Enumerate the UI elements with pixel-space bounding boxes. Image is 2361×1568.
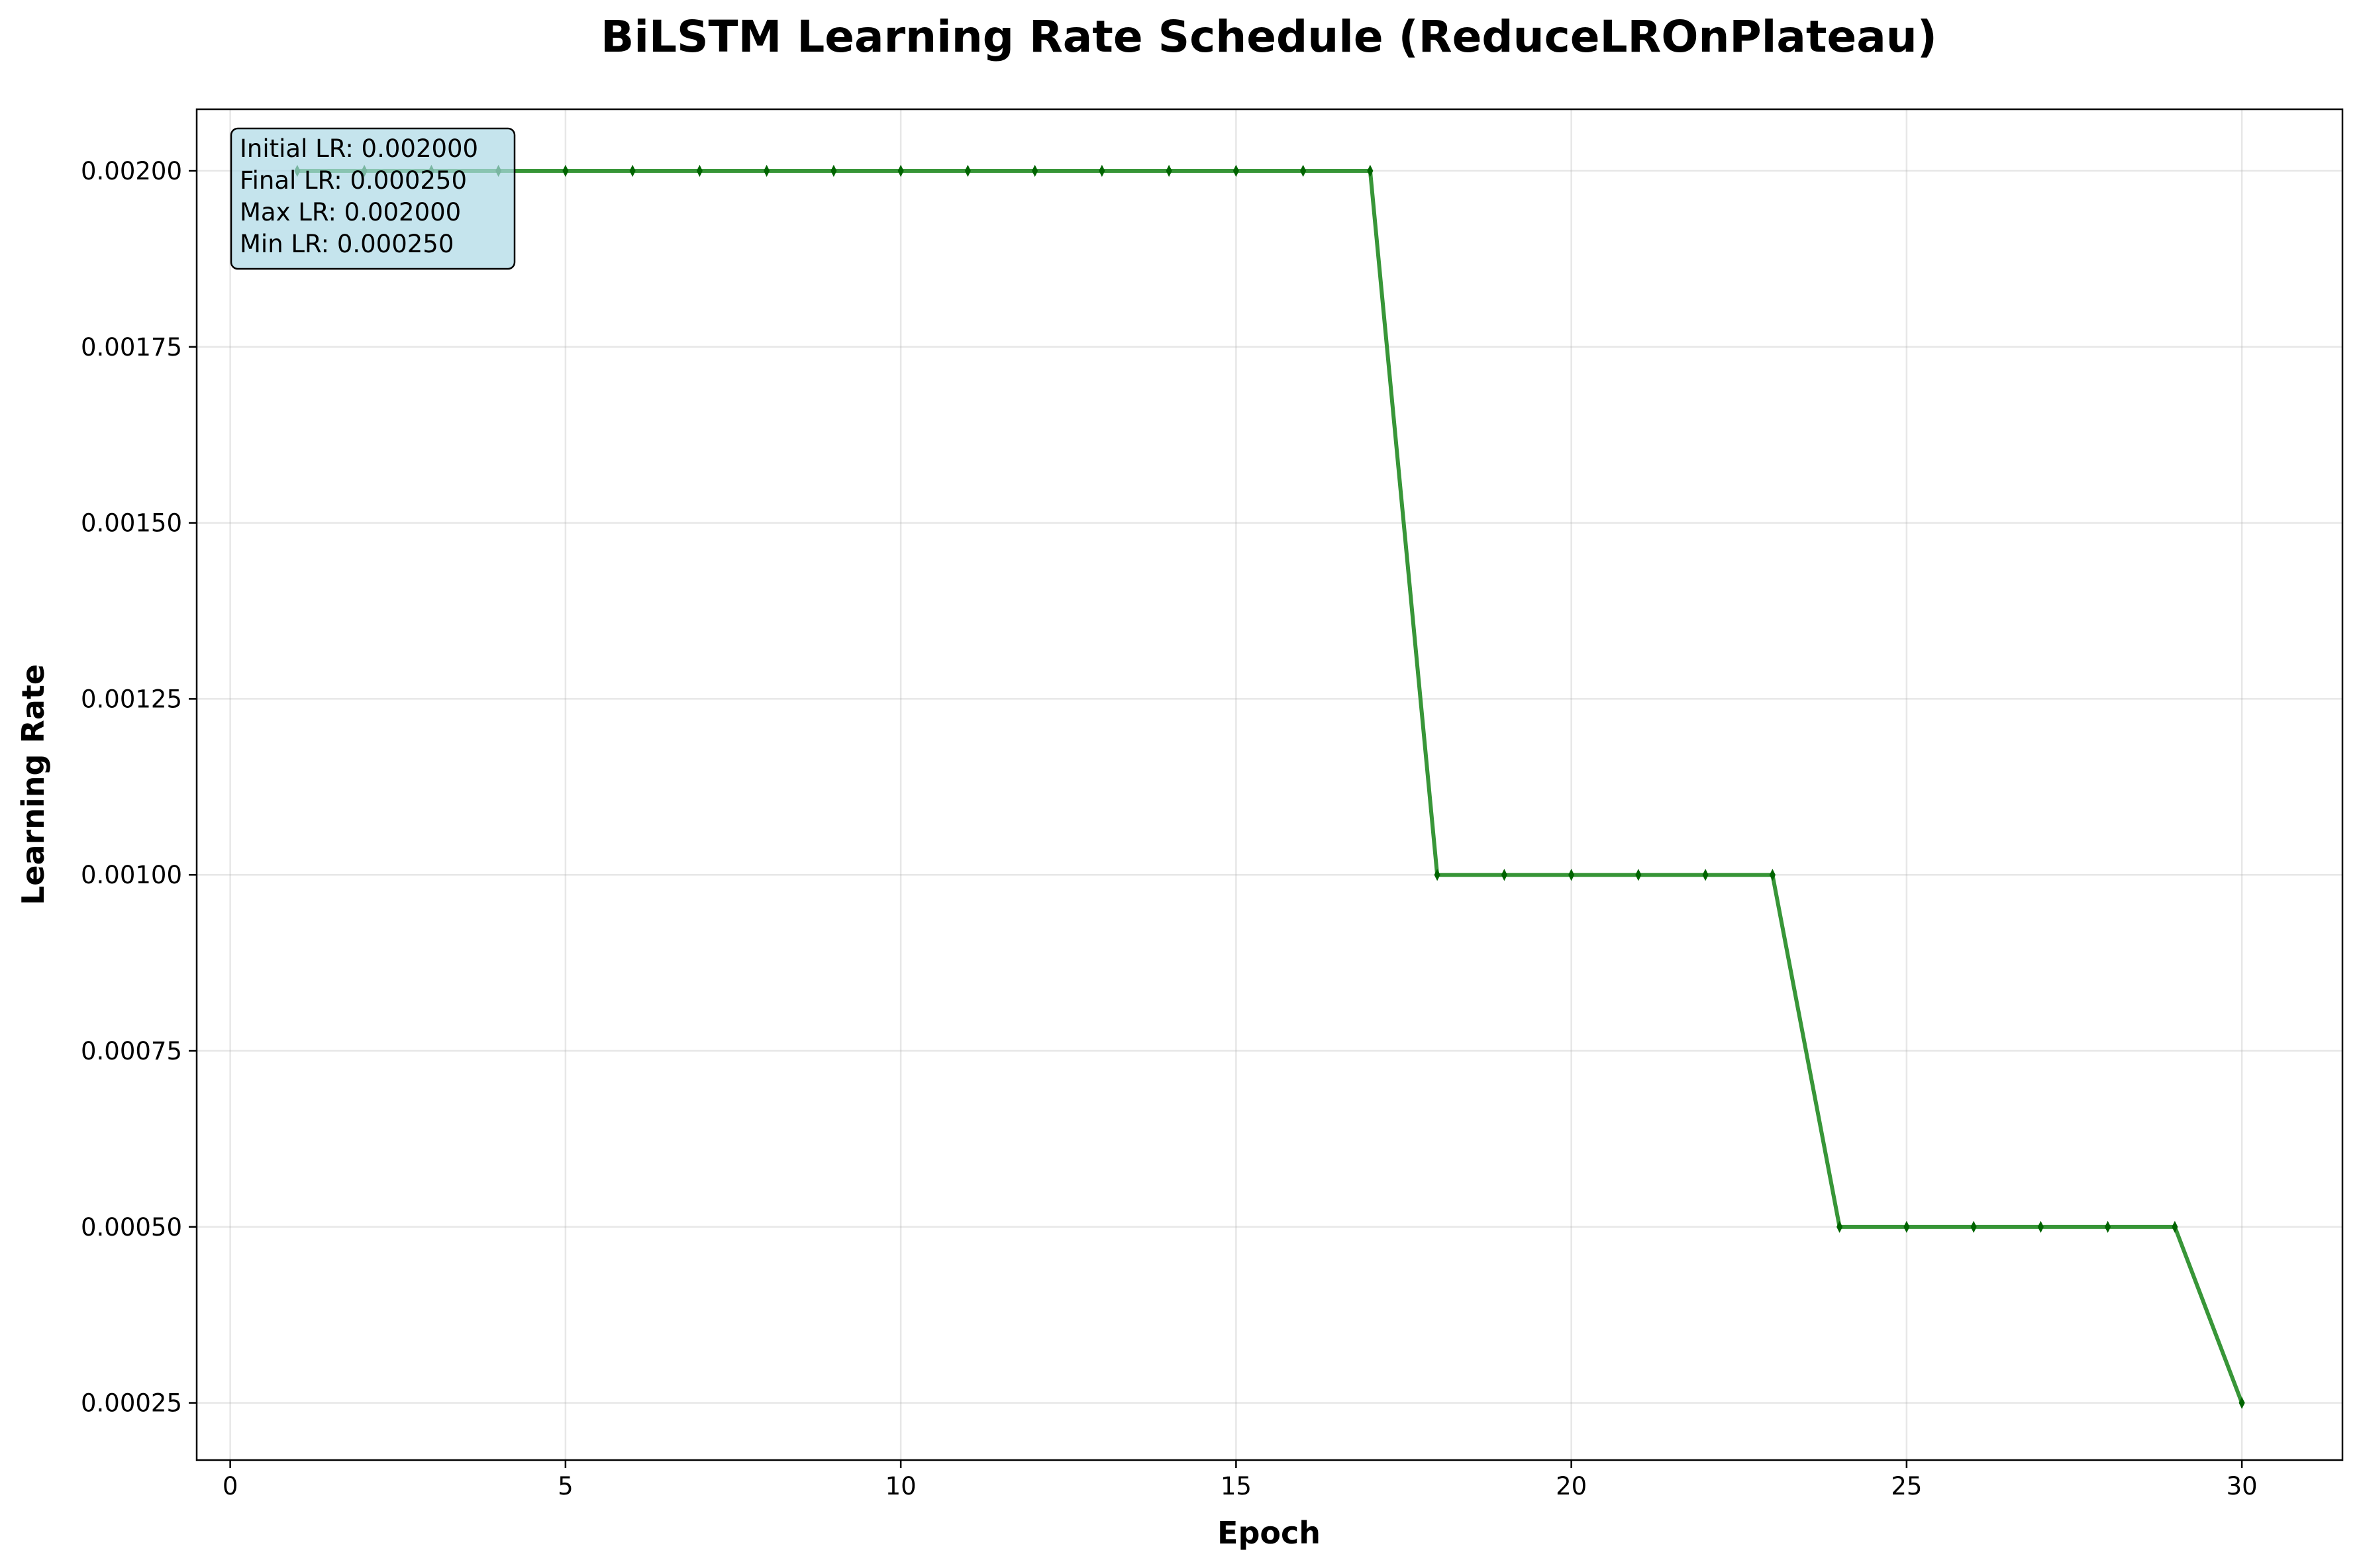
lr-data-point: [830, 164, 837, 177]
y-tick-label: 0.00150: [81, 509, 182, 538]
x-tick-label: 10: [885, 1472, 917, 1500]
lr-data-point: [2172, 1220, 2178, 1233]
lr-data-point: [696, 164, 703, 177]
lr-data-point: [1970, 1220, 1977, 1233]
lr-data-point: [1232, 164, 1239, 177]
lr-data-point: [1836, 1220, 1843, 1233]
lr-data-point: [1166, 164, 1172, 177]
stats-box-background: [230, 127, 516, 270]
y-tick-label: 0.00050: [81, 1213, 182, 1242]
lr-data-point: [764, 164, 770, 177]
lr-data-point: [2037, 1220, 2044, 1233]
stats-initial-lr: Initial LR: 0.002000: [240, 134, 478, 163]
lr-data-point: [2105, 1220, 2111, 1233]
x-axis-label: Epoch: [1217, 1515, 1321, 1551]
lr-data-point: [1367, 164, 1374, 177]
lr-data-point: [1300, 164, 1307, 177]
y-tick-label: 0.00125: [81, 685, 182, 713]
stats-final-lr: Final LR: 0.000250: [240, 166, 467, 195]
y-tick-label: 0.00075: [81, 1037, 182, 1065]
axis-ticks: 0 5 10 15 20 25 30 0.00025 0.00050 0.00075 0.00100…: [81, 157, 2258, 1500]
lr-data-point: [562, 164, 569, 177]
y-tick-label: 0.00175: [81, 333, 182, 362]
lr-data-point: [1032, 164, 1038, 177]
y-tick-label: 0.00025: [81, 1389, 182, 1418]
lr-data-point: [1568, 869, 1575, 881]
y-tick-label: 0.00200: [81, 157, 182, 185]
x-tick-label: 0: [223, 1472, 238, 1500]
x-tick-label: 20: [1556, 1472, 1587, 1500]
stats-annotation-box: Initial LR: 0.002000 Final LR: 0.000250 …: [230, 127, 516, 270]
lr-data-point: [1903, 1220, 1910, 1233]
lr-data-point: [964, 164, 971, 177]
lr-data-point: [1501, 869, 1507, 881]
lr-data-point: [629, 164, 636, 177]
lr-data-point: [1434, 869, 1440, 881]
stats-min-lr: Min LR: 0.000250: [240, 230, 454, 258]
x-tick-label: 30: [2227, 1472, 2258, 1500]
lr-data-point: [1769, 869, 1776, 881]
lr-data-point: [1635, 869, 1642, 881]
lr-data-point: [897, 164, 904, 177]
x-tick-label: 25: [1891, 1472, 1922, 1500]
chart-title: BiLSTM Learning Rate Schedule (ReduceLRO…: [601, 11, 1937, 62]
lr-series-line: [295, 169, 2245, 1406]
x-tick-label: 5: [558, 1472, 574, 1500]
lr-data-point: [1702, 869, 1709, 881]
y-axis-label: Learning Rate: [15, 664, 51, 905]
y-tick-label: 0.00100: [81, 861, 182, 889]
stats-max-lr: Max LR: 0.002000: [240, 198, 461, 226]
plot-frame: [195, 108, 2344, 1461]
lr-data-point: [2238, 1396, 2245, 1409]
x-tick-label: 15: [1221, 1472, 1252, 1500]
lr-data-point: [1099, 164, 1105, 177]
